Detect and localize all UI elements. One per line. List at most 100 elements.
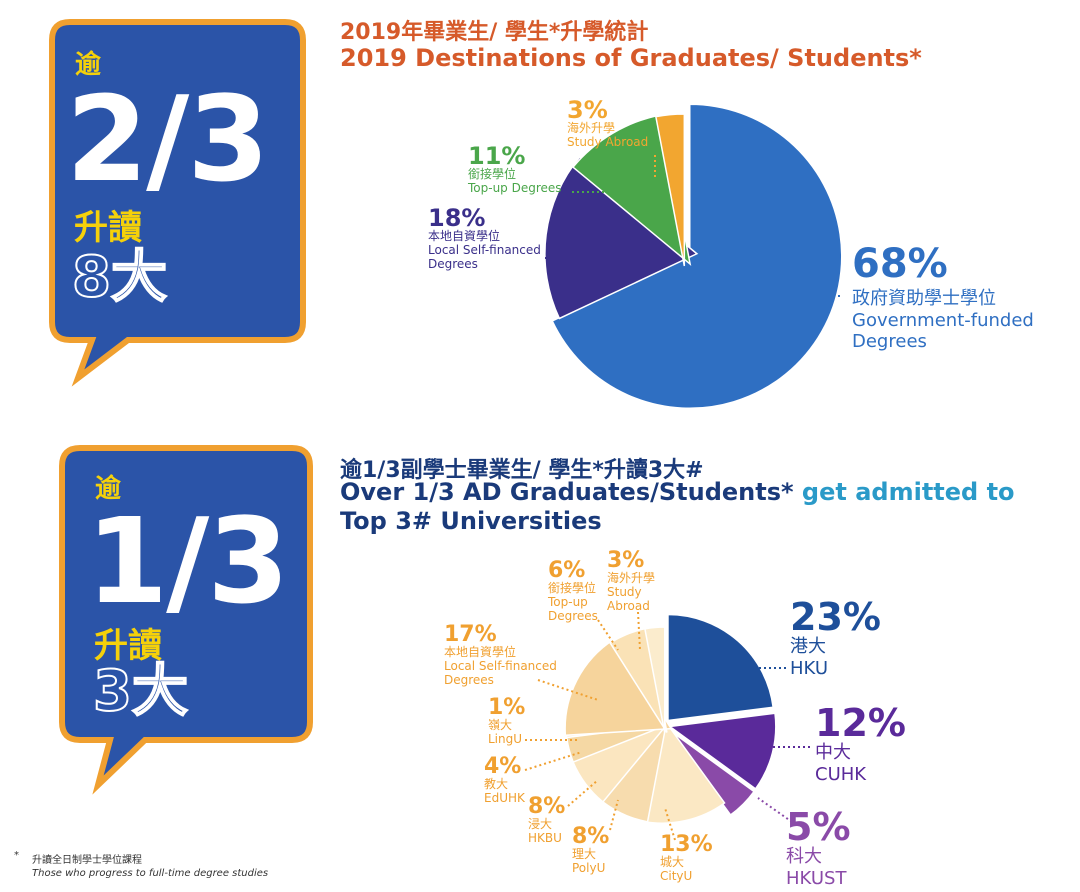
c2-label-cuhk: 12% 中大 CUHK — [815, 704, 906, 785]
c2-abroad-leader-line — [637, 611, 641, 651]
c2-hkbu-cn: 浸大 — [528, 817, 553, 831]
c2-cityu-pct: 13% — [660, 832, 713, 857]
c2-topup-pct: 6% — [548, 558, 586, 583]
c1-self-cn: 本地自資學位 — [428, 229, 501, 243]
c2-label-selffin: 17% 本地自資學位 Local Self-financed Degrees — [444, 624, 564, 687]
c2-topup-leader-line — [597, 619, 619, 651]
c1-abroad-cn: 海外升學 — [567, 121, 616, 135]
c1-gov-pct: 68% — [852, 241, 948, 287]
c2-lingu-pct: 1% — [488, 695, 526, 720]
c2-abroad-pct: 3% — [607, 548, 645, 573]
c2-topup-cn: 銜接學位 — [548, 581, 597, 595]
c2-lingu-cn: 嶺大 — [488, 718, 513, 732]
pie-chart-1 — [544, 103, 843, 410]
c2-hkbu-leader-line — [567, 779, 599, 807]
c2-hkust-pct: 5% — [786, 805, 851, 849]
c2-cityu-cn: 城大 — [660, 855, 685, 869]
c2-slice-local-self-financed-degrees — [564, 638, 673, 737]
c2-label-hkust: 5% 科大 HKUST — [786, 808, 851, 889]
c2-selffin-cn: 本地自資學位 — [444, 645, 517, 659]
c2-eduhk-en: EdUHK — [484, 790, 525, 805]
c2-topup-en: Top-up Degrees — [548, 594, 598, 623]
footnote-en: Those who progress to full-time degree s… — [32, 868, 269, 879]
footnote-cn: 升讀全日制學士學位課程 — [32, 855, 142, 866]
c1-self-pct: 18% — [428, 204, 486, 232]
section2-title-en-line2: Top 3# Universities — [340, 507, 602, 535]
bubble-2 — [59, 445, 313, 795]
section1-title-cn: 2019年畢業生/ 學生*升學統計 — [340, 20, 649, 45]
c2-abroad-en: Study Abroad — [607, 584, 650, 613]
section2-title-en-part1: Over 1/3 AD Graduates/Students* — [340, 478, 794, 506]
c2-slice-study-abroad — [644, 626, 666, 734]
c1-label-self: 18% 本地自資學位 Local Self-financed Degrees — [428, 206, 548, 271]
bubble1-over: 逾 — [75, 50, 102, 80]
c2-abroad-cn: 海外升學 — [607, 571, 656, 585]
c2-hkust-cn: 科大 — [786, 846, 822, 867]
bubble1-target: 8大 — [71, 245, 168, 310]
c1-label-topup: 11% 銜接學位 Top-up Degrees — [468, 144, 562, 196]
c1-topup-cn: 銜接學位 — [468, 167, 517, 181]
c2-cuhk-cn: 中大 — [815, 742, 851, 763]
c2-polyu-en: PolyU — [572, 860, 606, 875]
c2-label-polyu: 8% 理大 PolyU — [572, 826, 609, 876]
bubble-1 — [49, 19, 306, 387]
c1-gov-en: Government-funded Degrees — [852, 309, 1034, 353]
c1-slice-study-abroad — [654, 113, 686, 267]
pie-chart-2 — [564, 613, 777, 824]
c2-hkust-en: HKUST — [786, 867, 847, 889]
c2-polyu-leader-line — [609, 799, 619, 831]
c2-label-cityu: 13% 城大 CityU — [660, 834, 713, 884]
section2-title-en-part2: get admitted to — [793, 478, 1015, 506]
c2-hkbu-pct: 8% — [528, 794, 566, 819]
c2-lingu-en: LingU — [488, 731, 523, 746]
section2-title-en: Over 1/3 AD Graduates/Students* get admi… — [340, 478, 1015, 506]
section1-title-en: 2019 Destinations of Graduates/ Students… — [340, 44, 922, 72]
bubble2-target: 3大 — [92, 659, 189, 724]
bubble2-fraction: 1/3 — [86, 492, 289, 630]
c2-hku-pct: 23% — [790, 595, 881, 639]
c1-abroad-en: Study Abroad — [567, 134, 649, 149]
c1-topup-en: Top-up Degrees — [468, 180, 562, 195]
c1-slice-local-self-financed-degrees — [544, 155, 699, 320]
c2-polyu-pct: 8% — [572, 824, 610, 849]
c1-abroad-pct: 3% — [567, 96, 608, 124]
leader-lines — [524, 155, 840, 841]
c1-slice-government-funded-degrees — [551, 103, 843, 410]
c2-slice-hkust — [667, 728, 756, 817]
c2-selffin-leader-line — [537, 679, 599, 701]
c2-label-topup: 6% 銜接學位 Top-up Degrees — [548, 560, 608, 623]
c1-self-en: Local Self-financed Degrees — [428, 242, 541, 271]
c2-cityu-leader-line — [664, 807, 676, 841]
c2-hkust-leader-line — [757, 797, 793, 823]
c2-eduhk-cn: 教大 — [484, 777, 509, 791]
c2-hku-en: HKU — [790, 657, 829, 679]
c1-label-gov: 68% 政府資助學士學位 Government-funded Degrees — [852, 244, 1042, 353]
c2-label-eduhk: 4% 教大 EdUHK — [484, 756, 525, 806]
c2-label-hku: 23% 港大 HKU — [790, 598, 881, 679]
c2-eduhk-pct: 4% — [484, 754, 522, 779]
section2-title-cn: 逾1/3副學士畢業生/ 學生*升讀3大# — [340, 458, 704, 483]
c2-polyu-cn: 理大 — [572, 847, 597, 861]
bubble2-over: 逾 — [95, 474, 122, 504]
bubble1-progress: 升讀 — [74, 208, 142, 248]
bubble1-fraction: 2/3 — [66, 70, 269, 208]
c2-label-hkbu: 8% 浸大 HKBU — [528, 796, 565, 846]
c2-hkbu-en: HKBU — [528, 830, 562, 845]
c2-slice-hku — [667, 613, 774, 722]
c2-cuhk-en: CUHK — [815, 763, 867, 785]
c1-label-abroad: 3% 海外升學 Study Abroad — [567, 98, 648, 150]
c2-slice-cuhk — [667, 712, 777, 790]
c2-label-abroad: 3% 海外升學 Study Abroad — [607, 550, 657, 613]
c1-topup-pct: 11% — [468, 142, 526, 170]
c2-selffin-pct: 17% — [444, 622, 497, 647]
c2-label-lingu: 1% 嶺大 LingU — [488, 697, 525, 747]
footnote-star: * — [14, 850, 19, 861]
c2-cuhk-pct: 12% — [815, 701, 906, 745]
bubble2-progress: 升讀 — [94, 626, 162, 666]
c2-selffin-en: Local Self-financed Degrees — [444, 658, 557, 687]
c2-hku-cn: 港大 — [790, 636, 826, 657]
c2-cityu-en: CityU — [660, 868, 693, 883]
c1-gov-cn: 政府資助學士學位 — [852, 288, 996, 309]
